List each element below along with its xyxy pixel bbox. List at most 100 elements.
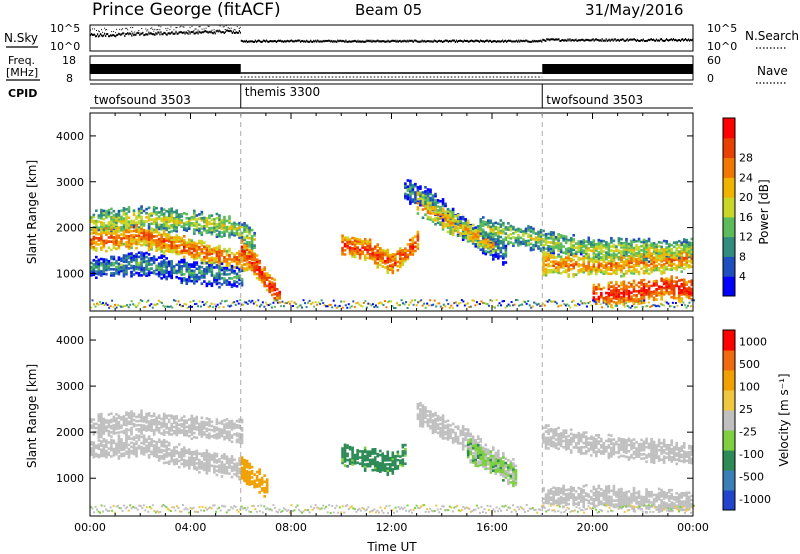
- heatmap-cell: [127, 226, 131, 230]
- heatmap-cell: [268, 284, 271, 288]
- heatmap-cell: [504, 261, 508, 264]
- heatmap-cell: [640, 257, 643, 260]
- heatmap-cell: [187, 269, 191, 273]
- heatmap-cell: [406, 193, 410, 197]
- heatmap-cell: [620, 270, 623, 274]
- heatmap-cell: [135, 267, 138, 271]
- heatmap-cell: [358, 238, 362, 242]
- heatmap-cell: [177, 246, 181, 250]
- heatmap-cell: [142, 273, 146, 276]
- heatmap-cell: [117, 424, 121, 428]
- nsky-point: [278, 39, 281, 42]
- heatmap-cell: [122, 270, 126, 274]
- heatmap-cell: [559, 242, 563, 246]
- heatmap-cell: [617, 262, 621, 265]
- nsky-point: [92, 33, 94, 36]
- heatmap-cell: [605, 297, 608, 301]
- heatmap-cell: [378, 259, 382, 263]
- heatmap-cell: [157, 256, 161, 259]
- heatmap-cell: [182, 239, 186, 242]
- heatmap-cell: [574, 250, 578, 254]
- nsearch-tick-top: 10^5: [707, 22, 737, 35]
- heatmap-cell: [253, 272, 256, 276]
- heatmap-cell: [117, 213, 121, 217]
- heatmap-cell: [100, 419, 103, 422]
- heatmap-cell: [187, 223, 191, 226]
- heatmap-cell: [142, 420, 146, 423]
- nsky-point: [409, 40, 411, 43]
- heatmap-cell: [464, 218, 467, 221]
- heatmap-cell: [100, 423, 103, 426]
- heatmap-cell: [122, 206, 126, 210]
- heatmap-cell: [145, 266, 148, 269]
- heatmap-cell: [682, 292, 686, 296]
- nsky-point: [432, 40, 434, 43]
- near-range-cell: [638, 301, 641, 304]
- heatmap-cell: [115, 270, 118, 273]
- heatmap-cell: [112, 236, 116, 239]
- nsky-trace: [90, 24, 694, 43]
- heatmap-cell: [625, 237, 628, 241]
- heatmap-cell: [627, 293, 631, 297]
- near-range-cell: [545, 300, 548, 303]
- heatmap-cell: [165, 277, 168, 281]
- heatmap-cell: [665, 291, 668, 295]
- heatmap-cell: [125, 417, 128, 421]
- heatmap-cell: [672, 286, 676, 290]
- heatmap-cell: [95, 236, 98, 240]
- heatmap-cell: [117, 427, 121, 430]
- heatmap-cell: [208, 251, 211, 254]
- heatmap-cell: [230, 224, 234, 228]
- heatmap-cell: [637, 254, 641, 257]
- heatmap-cell: [177, 240, 181, 243]
- heatmap-cell: [235, 222, 239, 226]
- heatmap-cell: [597, 263, 601, 267]
- heatmap-cell: [100, 433, 103, 437]
- heatmap-cell: [228, 227, 231, 231]
- heatmap-cell: [687, 243, 691, 247]
- heatmap-cell: [662, 252, 666, 256]
- heatmap-cell: [602, 296, 606, 300]
- heatmap-cell: [640, 301, 643, 305]
- near-range-cell: [489, 299, 492, 302]
- heatmap-cell: [132, 412, 136, 416]
- heatmap-cell: [640, 297, 643, 301]
- heatmap-cell: [595, 245, 598, 248]
- nsky-point: [496, 40, 498, 43]
- heatmap-cell: [441, 207, 445, 210]
- heatmap-cell: [218, 226, 221, 230]
- heatmap-cell: [612, 239, 616, 243]
- heatmap-cell: [238, 260, 241, 264]
- heatmap-cell: [255, 258, 259, 261]
- nsky-point: [164, 31, 166, 34]
- heatmap-cell: [627, 265, 631, 269]
- heatmap-cell: [552, 231, 555, 234]
- heatmap-cell: [157, 272, 161, 276]
- heatmap-cell: [524, 227, 528, 231]
- near-range-cell: [278, 301, 281, 304]
- heatmap-cell: [162, 216, 166, 220]
- heatmap-cell: [577, 262, 581, 266]
- heatmap-cell: [517, 237, 520, 241]
- heatmap-cell: [130, 230, 133, 233]
- nsky-point: [98, 35, 100, 38]
- heatmap-cell: [245, 244, 249, 248]
- heatmap-cell: [361, 250, 364, 253]
- nsky-point: [139, 33, 141, 36]
- nsky-point: [261, 40, 264, 43]
- heatmap-cell: [112, 261, 116, 265]
- nsearch-point: [127, 29, 129, 31]
- heatmap-cell: [102, 430, 106, 433]
- heatmap-cell: [579, 263, 583, 267]
- heatmap-cell: [572, 262, 575, 266]
- near-range-cell: [442, 303, 445, 306]
- heatmap-cell: [642, 284, 646, 288]
- heatmap-cell: [416, 200, 420, 204]
- heatmap-cell: [667, 246, 671, 250]
- heatmap-cell: [125, 228, 128, 232]
- heatmap-cell: [429, 218, 432, 221]
- heatmap-cell: [630, 269, 633, 273]
- near-range-cell: [249, 301, 252, 304]
- heatmap-cell: [690, 289, 694, 293]
- heatmap-cell: [215, 227, 219, 230]
